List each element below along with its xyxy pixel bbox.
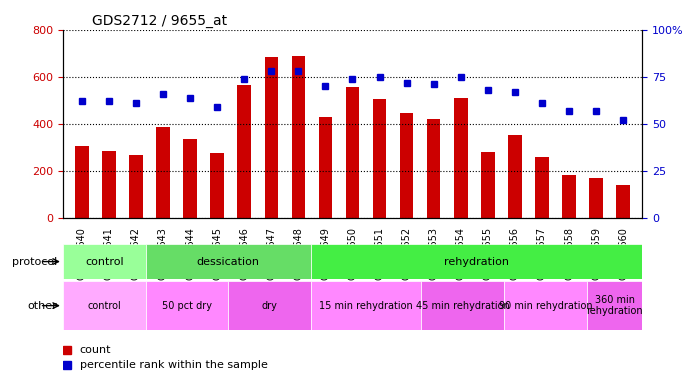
Text: 50 pct dry: 50 pct dry [162, 301, 212, 310]
Text: 45 min rehydration: 45 min rehydration [416, 301, 510, 310]
Bar [129, 155, 142, 218]
Text: control: control [87, 301, 121, 310]
Bar [102, 151, 116, 217]
Bar [75, 146, 89, 218]
Bar [400, 113, 413, 218]
Bar [346, 87, 359, 218]
Text: 15 min rehydration: 15 min rehydration [320, 301, 413, 310]
Bar [508, 135, 521, 218]
FancyBboxPatch shape [504, 281, 587, 330]
Text: rehydration: rehydration [444, 256, 509, 267]
Text: dry: dry [262, 301, 278, 310]
Bar [292, 56, 305, 217]
Bar [210, 153, 224, 218]
Text: control: control [85, 256, 124, 267]
Text: percentile rank within the sample: percentile rank within the sample [80, 360, 267, 370]
Bar [184, 139, 197, 218]
FancyBboxPatch shape [146, 281, 228, 330]
Bar [373, 99, 386, 218]
FancyBboxPatch shape [63, 244, 146, 279]
Text: protocol: protocol [12, 256, 57, 267]
Text: 90 min rehydration: 90 min rehydration [499, 301, 593, 310]
Text: dessication: dessication [197, 256, 260, 267]
Bar [454, 98, 468, 218]
FancyBboxPatch shape [587, 281, 642, 330]
Bar [589, 178, 603, 218]
Bar [427, 119, 440, 218]
Bar [535, 157, 549, 218]
Bar [563, 176, 576, 217]
Text: 360 min
rehydration: 360 min rehydration [586, 295, 643, 316]
Text: GDS2712 / 9655_at: GDS2712 / 9655_at [91, 13, 227, 28]
FancyBboxPatch shape [311, 281, 422, 330]
Bar [237, 85, 251, 218]
Bar [156, 127, 170, 218]
Text: count: count [80, 345, 111, 355]
FancyBboxPatch shape [146, 244, 311, 279]
Bar [481, 152, 495, 217]
Text: other: other [27, 301, 57, 310]
FancyBboxPatch shape [63, 281, 146, 330]
Bar [616, 185, 630, 218]
FancyBboxPatch shape [422, 281, 504, 330]
Bar [265, 57, 278, 217]
FancyBboxPatch shape [311, 244, 642, 279]
Bar [319, 117, 332, 218]
FancyBboxPatch shape [228, 281, 311, 330]
